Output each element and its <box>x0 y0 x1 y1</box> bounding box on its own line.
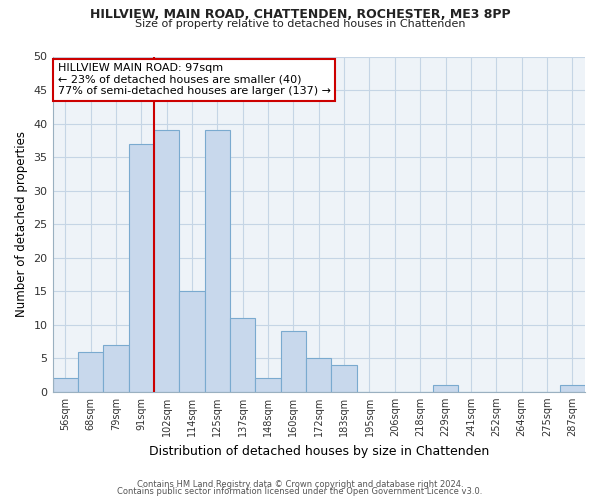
Bar <box>306 358 331 392</box>
Bar <box>128 144 154 392</box>
Bar <box>560 385 585 392</box>
Text: HILLVIEW, MAIN ROAD, CHATTENDEN, ROCHESTER, ME3 8PP: HILLVIEW, MAIN ROAD, CHATTENDEN, ROCHEST… <box>89 8 511 20</box>
Bar <box>179 291 205 392</box>
Bar <box>281 332 306 392</box>
Bar <box>331 365 357 392</box>
Bar <box>154 130 179 392</box>
Bar <box>205 130 230 392</box>
X-axis label: Distribution of detached houses by size in Chattenden: Distribution of detached houses by size … <box>149 444 489 458</box>
Text: Contains HM Land Registry data © Crown copyright and database right 2024.: Contains HM Land Registry data © Crown c… <box>137 480 463 489</box>
Bar <box>78 352 103 392</box>
Text: Size of property relative to detached houses in Chattenden: Size of property relative to detached ho… <box>135 19 465 29</box>
Bar <box>103 345 128 392</box>
Bar <box>53 378 78 392</box>
Text: HILLVIEW MAIN ROAD: 97sqm
← 23% of detached houses are smaller (40)
77% of semi-: HILLVIEW MAIN ROAD: 97sqm ← 23% of detac… <box>58 63 331 96</box>
Y-axis label: Number of detached properties: Number of detached properties <box>15 131 28 317</box>
Bar <box>256 378 281 392</box>
Bar <box>230 318 256 392</box>
Bar <box>433 385 458 392</box>
Text: Contains public sector information licensed under the Open Government Licence v3: Contains public sector information licen… <box>118 488 482 496</box>
